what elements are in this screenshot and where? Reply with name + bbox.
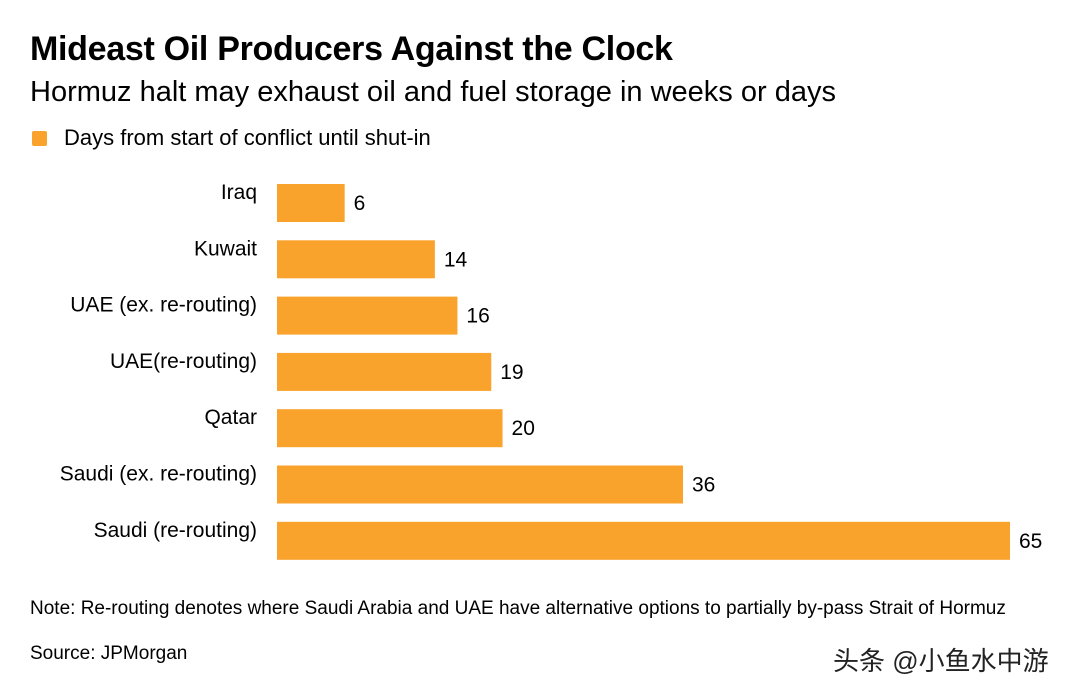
category-label-uae-re-routing: UAE(re-routing) xyxy=(110,350,257,373)
category-label-qatar: Qatar xyxy=(204,406,257,429)
source-note: Source: JPMorgan xyxy=(30,643,188,664)
chart-title: Mideast Oil Producers Against the Clock xyxy=(30,30,673,68)
bar-uae-re-routing xyxy=(277,352,492,391)
category-label-saudi-ex-re-routing: Saudi (ex. re-routing) xyxy=(60,463,257,486)
value-label-saudi-ex-re-routing: 36 xyxy=(692,474,715,497)
bar-iraq xyxy=(277,184,345,222)
bar-saudi-re-routing xyxy=(277,521,1010,560)
value-label-uae-re-routing: 19 xyxy=(500,361,523,384)
chart-subtitle: Hormuz halt may exhaust oil and fuel sto… xyxy=(30,76,836,108)
bar-chart: Iraq 6 Kuwait 14 UAE (ex. re-routing) 16 UAE(r… xyxy=(60,181,1042,560)
category-label-saudi-re-routing: Saudi (re-routing) xyxy=(94,519,257,542)
category-label-kuwait: Kuwait xyxy=(194,237,257,260)
bar-uae-ex-re-routing xyxy=(277,296,458,335)
bar-kuwait xyxy=(277,240,435,279)
value-label-iraq: 6 xyxy=(354,192,366,215)
value-label-kuwait: 14 xyxy=(444,248,468,271)
legend: Days from start of conflict until shut-i… xyxy=(32,125,431,151)
category-label-iraq: Iraq xyxy=(221,181,257,204)
category-label-uae-ex-re-routing: UAE (ex. re-routing) xyxy=(70,294,257,317)
value-label-qatar: 20 xyxy=(512,417,535,440)
value-label-saudi-re-routing: 65 xyxy=(1019,530,1042,553)
watermark: 头条 @小鱼水中游 xyxy=(833,646,1049,676)
legend-swatch xyxy=(32,130,47,146)
bar-qatar xyxy=(277,409,503,448)
bar-saudi-ex-re-routing xyxy=(277,465,683,504)
legend-label: Days from start of conflict until shut-i… xyxy=(64,125,431,150)
value-label-uae-ex-re-routing: 16 xyxy=(466,305,489,328)
footnote: Note: Re-routing denotes where Saudi Ara… xyxy=(30,598,1006,619)
